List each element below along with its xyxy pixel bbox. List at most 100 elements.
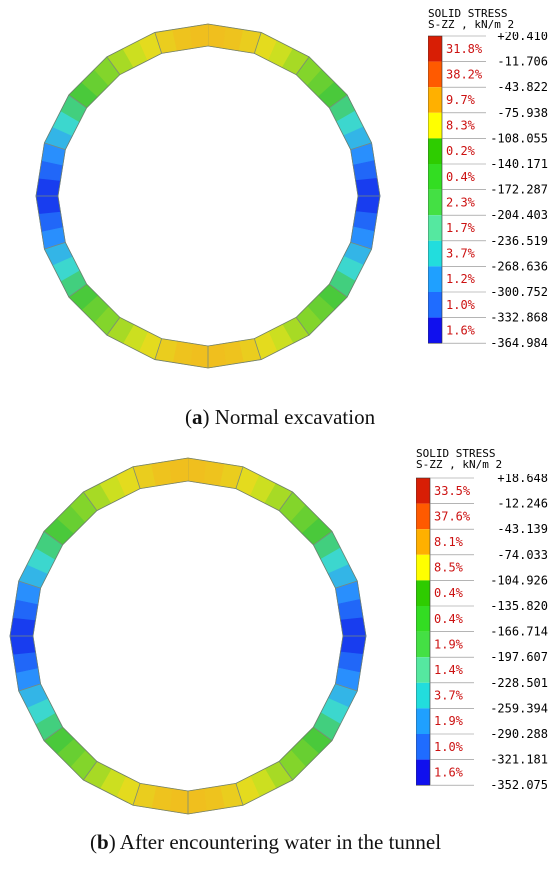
legend-band — [428, 164, 442, 190]
legend-percent: 31.8% — [446, 42, 483, 56]
lining-segment — [207, 23, 227, 49]
element-boundary — [18, 580, 41, 589]
element-boundary — [313, 726, 333, 741]
element-boundary — [43, 531, 63, 546]
legend-band — [428, 112, 442, 139]
legend-value: -259.394 — [490, 701, 548, 715]
legend-title-b: SOLID STRESS S-ZZ , kN/m 2 — [416, 448, 502, 470]
ring-inner-edge — [32, 480, 344, 792]
legend-value: -104.926 — [490, 573, 548, 587]
element-boundary — [132, 783, 141, 806]
legend-band — [416, 503, 430, 530]
legend-value: -352.075 — [490, 778, 548, 792]
legend-value: -75.938 — [497, 106, 548, 120]
legend-value: -300.752 — [490, 285, 548, 299]
tunnel-lining-ring-b — [9, 457, 367, 815]
caption-b: (b) After encountering water in the tunn… — [90, 830, 442, 854]
element-boundary — [295, 317, 310, 336]
legend-percent: 9.7% — [446, 93, 476, 107]
element-boundary — [235, 466, 244, 489]
ring-outer-edge — [35, 23, 381, 369]
legend-scale-a: +20.410 -11.706 -43.822 -75.938 -108.055 -140… — [428, 32, 548, 350]
legend-percent: 8.3% — [446, 119, 476, 133]
legend-value: -321.181 — [490, 753, 548, 767]
element-boundary — [106, 56, 121, 75]
element-boundary — [154, 32, 163, 54]
legend-band — [416, 759, 430, 786]
caption-text: After encountering water in the tunnel — [119, 830, 442, 854]
element-boundary — [253, 338, 262, 360]
caption-label: a — [192, 405, 203, 429]
legend-value: +20.410 — [497, 32, 548, 43]
legend-percent: 1.2% — [446, 272, 476, 286]
legend-percent: 3.7% — [434, 689, 464, 703]
legend-percent: 33.5% — [434, 484, 471, 498]
legend-band — [416, 478, 430, 504]
lining-segment — [9, 635, 36, 655]
stress-legend-b: SOLID STRESS S-ZZ , kN/m 2 +18.648 -12.24… — [416, 448, 550, 808]
legend-value: -43.822 — [497, 80, 548, 94]
legend-value: -74.033 — [497, 548, 548, 562]
element-boundary — [278, 491, 293, 511]
legend-percent: 1.9% — [434, 714, 464, 728]
lining-segment — [355, 177, 381, 197]
legend-band — [416, 529, 430, 555]
ring-outer-edge — [9, 457, 367, 815]
element-boundary — [235, 783, 244, 806]
legend-percent: 0.4% — [434, 612, 464, 626]
legend-value: -11.706 — [497, 55, 548, 69]
ring-inner-edge — [57, 45, 359, 347]
legend-title-a: SOLID STRESS S-ZZ , kN/m 2 — [428, 8, 514, 30]
element-boundary — [350, 142, 372, 151]
legend-percent: 37.6% — [434, 509, 471, 523]
legend-title-line2: S-ZZ , kN/m 2 — [428, 18, 515, 31]
element-boundary — [83, 761, 98, 781]
element-boundary — [295, 56, 310, 75]
legend-band — [428, 215, 442, 241]
legend-band — [416, 580, 430, 606]
element-boundary — [329, 283, 348, 298]
element-boundary — [132, 466, 141, 489]
legend-percent: 1.6% — [446, 323, 476, 337]
legend-percent: 0.4% — [446, 170, 476, 184]
legend-percent: 2.3% — [446, 195, 476, 209]
lining-segment — [340, 617, 367, 637]
legend-band — [416, 606, 430, 632]
caption-a: (a) Normal excavation — [185, 405, 376, 429]
element-boundary — [329, 94, 348, 109]
legend-band — [428, 87, 442, 113]
legend-band — [428, 266, 442, 292]
element-boundary — [68, 283, 87, 298]
panel-b: SOLID STRESS S-ZZ , kN/m 2 +18.648 -12.24… — [0, 440, 550, 871]
legend-value: -108.055 — [490, 131, 548, 145]
lining-segment — [169, 788, 189, 815]
legend-band — [416, 631, 430, 658]
element-boundary — [313, 531, 333, 546]
legend-percent: 0.2% — [446, 144, 476, 158]
element-boundary — [350, 241, 372, 250]
legend-value: -332.868 — [490, 311, 548, 325]
legend-value: -166.714 — [490, 625, 548, 639]
legend-value: -135.820 — [490, 599, 548, 613]
legend-value: -204.403 — [490, 208, 548, 222]
legend-value: -12.246 — [497, 497, 548, 511]
legend-band — [428, 317, 442, 344]
legend-band — [416, 554, 430, 581]
element-boundary — [335, 580, 358, 589]
legend-value: -43.139 — [497, 522, 548, 536]
lining-segment — [187, 788, 207, 815]
element-boundary — [278, 761, 293, 781]
legend-percent: 1.0% — [434, 740, 464, 754]
legend-value: -140.171 — [490, 157, 548, 171]
legend-value: -228.501 — [490, 676, 548, 690]
element-boundary — [335, 683, 358, 692]
legend-band — [416, 734, 430, 760]
legend-band — [428, 189, 442, 216]
legend-percent: 8.1% — [434, 535, 464, 549]
lining-segment — [169, 457, 189, 484]
caption-text: Normal excavation — [214, 405, 376, 429]
legend-percent: 1.4% — [434, 663, 464, 677]
stress-legend-a: SOLID STRESS S-ZZ , kN/m 2 +20.410 -11.70… — [428, 8, 550, 358]
legend-percent: 38.2% — [446, 67, 483, 81]
legend-value: -290.288 — [490, 727, 548, 741]
